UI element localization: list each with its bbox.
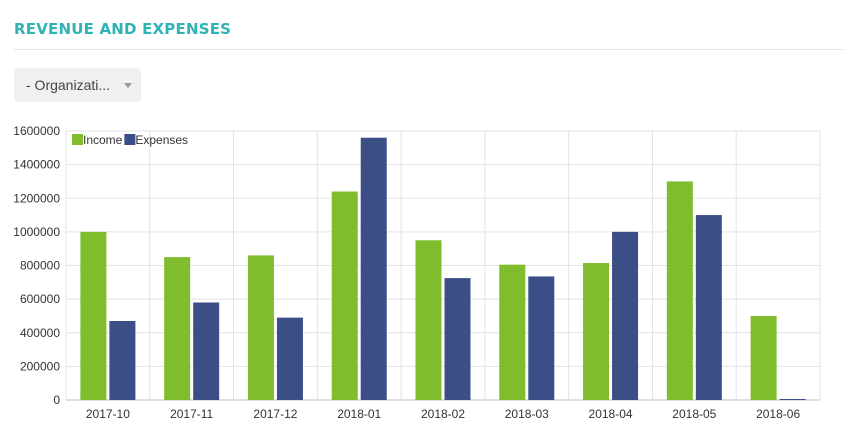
legend-label-expenses: Expenses: [135, 133, 188, 147]
bar-expenses-2018-02[interactable]: [444, 278, 471, 400]
y-tick-label: 200000: [20, 359, 60, 373]
y-tick-label: 600000: [20, 292, 60, 306]
bar-income-2018-01[interactable]: [331, 191, 358, 400]
bar-expenses-2018-04[interactable]: [612, 231, 639, 400]
y-tick-label: 1200000: [13, 191, 60, 205]
bar-expenses-2017-12[interactable]: [276, 317, 303, 400]
x-tick-label: 2018-02: [421, 407, 465, 421]
title-divider: [14, 49, 844, 50]
bar-income-2017-11[interactable]: [164, 257, 191, 400]
y-tick-label: 1600000: [13, 124, 60, 138]
bar-expenses-2018-05[interactable]: [695, 215, 722, 400]
bar-income-2018-04[interactable]: [583, 262, 610, 400]
caret-down-icon: [124, 82, 132, 88]
page-title: REVENUE AND EXPENSES: [14, 20, 232, 38]
legend-swatch-expenses: [124, 134, 136, 145]
bar-income-2018-05[interactable]: [666, 181, 693, 400]
bar-income-2017-10[interactable]: [80, 231, 107, 400]
x-tick-label: 2017-12: [253, 407, 297, 421]
y-tick-label: 0: [53, 393, 60, 407]
bar-expenses-2017-10[interactable]: [109, 320, 136, 400]
y-tick-label: 1000000: [13, 225, 60, 239]
legend-label-income: Income: [83, 133, 123, 147]
bar-income-2018-03[interactable]: [499, 264, 526, 400]
bar-expenses-2017-11[interactable]: [193, 302, 220, 400]
x-tick-label: 2018-03: [505, 407, 549, 421]
organization-select-value: - Organizati...: [26, 77, 111, 93]
x-tick-label: 2017-11: [170, 407, 213, 421]
x-tick-label: 2018-05: [672, 407, 716, 421]
x-tick-label: 2018-06: [756, 407, 800, 421]
revenue-expenses-chart: 0 200000 400000 600000 800000 1000000 1200000 1…: [13, 124, 821, 421]
bar-income-2018-06[interactable]: [750, 315, 777, 400]
bar-income-2018-02[interactable]: [415, 240, 442, 400]
bar-expenses-2018-01[interactable]: [360, 137, 387, 400]
organization-select[interactable]: - Organizati...: [14, 68, 141, 102]
x-tick-label: 2018-01: [337, 407, 381, 421]
y-tick-label: 400000: [20, 326, 60, 340]
x-tick-label: 2017-10: [86, 407, 130, 421]
y-tick-label: 1400000: [13, 158, 60, 172]
bar-expenses-2018-03[interactable]: [528, 276, 555, 400]
bar-income-2017-12[interactable]: [247, 255, 274, 400]
x-tick-label: 2018-04: [589, 407, 633, 421]
bar-expenses-2018-06[interactable]: [779, 399, 806, 400]
y-tick-label: 800000: [20, 259, 60, 273]
legend-swatch-income: [72, 134, 83, 145]
